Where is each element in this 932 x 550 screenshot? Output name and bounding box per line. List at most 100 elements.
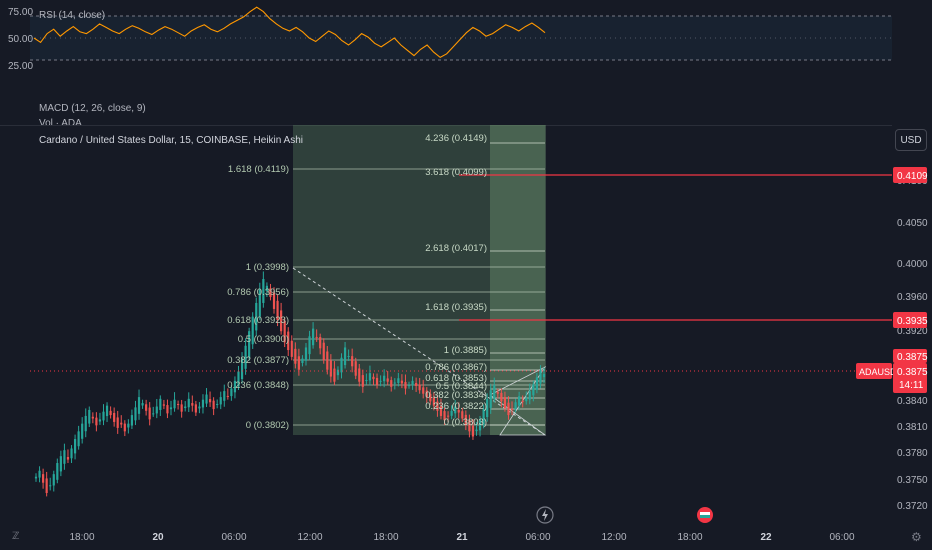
rsi-pane: 75.00 50.00 25.00 RSI (14, close): [8, 6, 892, 72]
fib-extension-label: 0 (0.3803): [444, 417, 487, 428]
event-icons[interactable]: [535, 503, 715, 527]
candle: [418, 378, 421, 394]
candle: [397, 372, 400, 387]
price-chart[interactable]: 1.618 (0.4119) 1 (0.3998) 0.786 (0.3956) 0.…: [0, 125, 932, 550]
time-tick-label: 22: [760, 532, 772, 543]
price-tick-label: 0.3750: [897, 475, 928, 486]
candle: [446, 411, 450, 422]
candle: [471, 419, 475, 440]
price-tick-label: 0.4000: [897, 259, 928, 270]
price-tags: 0.4109 0.3935 0.3875 ADAUSD 0.3875 14:11: [856, 167, 928, 393]
candle: [237, 365, 240, 391]
candle: [244, 338, 247, 375]
candle: [379, 375, 382, 387]
candle: [173, 392, 176, 412]
candle: [159, 395, 162, 416]
tag-target-mid: 0.3935: [897, 316, 928, 327]
candle: [361, 369, 364, 393]
time-tick-label: 12:00: [297, 532, 323, 543]
candle: [386, 370, 389, 386]
candle: [510, 401, 514, 416]
candle: [368, 365, 372, 386]
zoom-icon[interactable]: ℤ: [12, 531, 20, 542]
candle: [116, 410, 119, 434]
fib-extension-label: 2.618 (0.4017): [425, 243, 487, 254]
candle: [201, 394, 205, 414]
settings-icon[interactable]: ⚙: [911, 530, 922, 544]
trend-line: [292, 267, 546, 436]
candle: [166, 399, 169, 419]
rsi-label: RSI (14, close): [39, 10, 105, 21]
candle: [482, 404, 485, 429]
candle: [340, 353, 343, 379]
tag-target-mid-bg: [893, 312, 927, 328]
candle: [528, 383, 531, 405]
fib-retracement-label: 0.786 (0.3956): [227, 287, 289, 298]
candle: [287, 327, 290, 357]
time-tick-label: 18:00: [677, 532, 703, 543]
flag-event-icon[interactable]: [697, 507, 713, 523]
candle: [518, 391, 521, 411]
rsi-level-75: 75.00: [8, 7, 33, 18]
candle: [443, 407, 446, 425]
lightning-event-icon[interactable]: [536, 506, 554, 524]
time-tick-label: 06:00: [829, 532, 855, 543]
candle: [180, 399, 183, 418]
price-tick-label: 0.3720: [897, 501, 928, 512]
fib-extension-label: 1 (0.3885): [444, 345, 487, 356]
candle: [219, 391, 222, 410]
candle: [311, 322, 315, 349]
time-tick-label: 06:00: [221, 532, 247, 543]
candle: [319, 333, 322, 355]
candle: [269, 283, 272, 301]
fib-extension-label: 0.5 (0.3844): [436, 381, 487, 392]
fib-retracement-box: [293, 125, 545, 435]
candle: [486, 393, 489, 422]
candle: [283, 317, 286, 348]
tag-current-b-bg: [893, 363, 927, 393]
price-tick-label: 0.4050: [897, 218, 928, 229]
rsi-line: [33, 6, 546, 59]
fib-extension-label: 3.618 (0.4099): [425, 167, 487, 178]
tag-current-a-bg: [893, 349, 927, 363]
candle: [525, 391, 528, 405]
candle: [42, 468, 45, 489]
price-tick-label: 0.3840: [897, 396, 928, 407]
candle: [84, 408, 87, 438]
candle: [102, 404, 105, 426]
fib-retracement-label: 0 (0.3802): [246, 420, 289, 431]
candle: [333, 361, 336, 386]
tag-countdown: 14:11: [899, 380, 924, 391]
tag-target-top: 0.4109: [897, 171, 928, 182]
candle: [489, 383, 492, 414]
candle: [450, 405, 453, 420]
candle: [354, 357, 357, 380]
currency-button[interactable]: USD: [895, 129, 927, 151]
candle: [429, 389, 432, 405]
time-tick-label: 20: [152, 532, 164, 543]
pattern-lines: [489, 365, 547, 436]
candle: [336, 366, 340, 380]
candle: [137, 389, 141, 420]
candle: [390, 376, 393, 392]
candle: [521, 395, 524, 408]
candle: [52, 470, 55, 492]
candle: [457, 402, 460, 419]
time-tick-label: 18:00: [69, 532, 95, 543]
fib-retracement-label: 0.382 (0.3877): [227, 355, 289, 366]
candle: [70, 445, 73, 464]
candle: [240, 352, 244, 384]
candle: [539, 365, 542, 389]
tag-target-top-bg: [893, 167, 927, 183]
candle: [248, 327, 251, 361]
candle: [301, 355, 304, 367]
candle: [73, 434, 77, 460]
candle: [468, 414, 471, 438]
candle: [532, 380, 535, 402]
candle: [216, 399, 219, 409]
candle: [372, 373, 375, 386]
candle: [280, 302, 283, 335]
candle: [141, 399, 144, 409]
candle: [507, 396, 510, 420]
candle: [169, 400, 173, 416]
